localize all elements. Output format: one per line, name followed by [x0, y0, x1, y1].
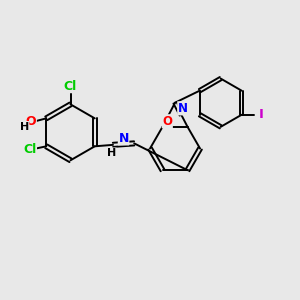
Text: N: N: [118, 132, 129, 145]
Text: H: H: [107, 148, 116, 158]
Text: Cl: Cl: [23, 143, 36, 156]
Text: I: I: [258, 108, 263, 121]
Text: H: H: [20, 122, 29, 132]
Text: N: N: [178, 102, 188, 115]
Text: Cl: Cl: [64, 80, 77, 93]
Text: O: O: [162, 115, 172, 128]
Text: O: O: [26, 115, 36, 128]
